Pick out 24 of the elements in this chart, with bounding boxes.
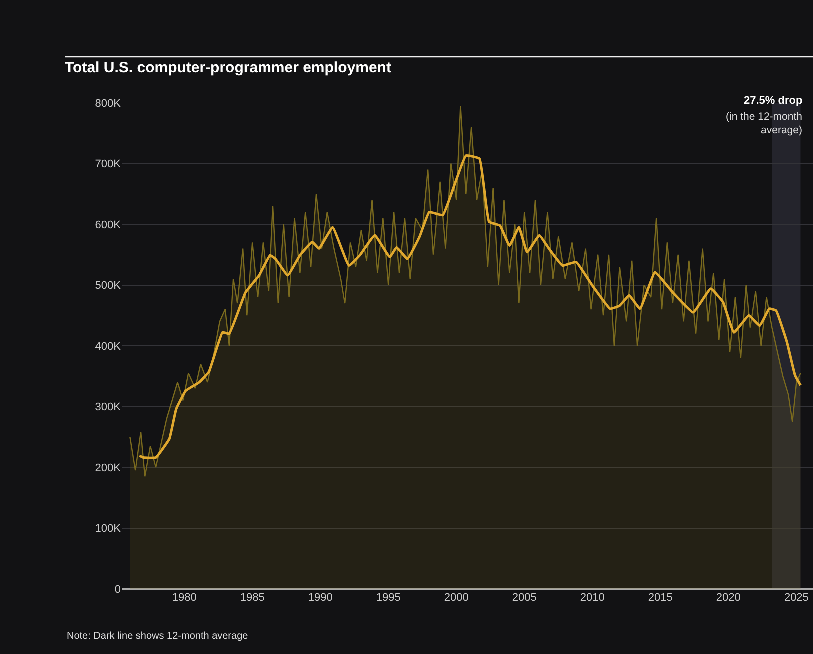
text: Note: Dark line shows 12-month average	[67, 631, 249, 642]
y-tick-label: 300K	[95, 402, 122, 414]
chart-title: Total U.S. computer-programmer employment	[65, 60, 392, 76]
x-tick-label: 1990	[308, 592, 333, 604]
annotation: 27.5% drop	[744, 95, 803, 107]
x-tick-label: 2000	[444, 592, 469, 604]
x-tick-label: 2020	[716, 592, 741, 604]
y-tick-label: 100K	[95, 523, 122, 536]
x-tick-label: 2010	[580, 592, 605, 604]
x-tick-label: 1980	[172, 592, 197, 604]
y-tick-label: 800K	[95, 98, 122, 110]
x-tick-label: 2025	[784, 592, 809, 604]
line-series	[138, 154, 802, 460]
x-tick-label: 1985	[240, 592, 265, 604]
y-tick-label: 0	[114, 584, 121, 596]
y-tick-label: 700K	[95, 158, 122, 171]
y-tick-label: 500K	[95, 280, 122, 292]
x-tick-label: 2005	[512, 592, 537, 604]
annotation: (in the 12-month average)	[726, 111, 803, 137]
y-tick-label: 200K	[95, 462, 122, 474]
x-tick-label: 1995	[376, 592, 401, 604]
y-tick-label: 400K	[95, 340, 122, 353]
y-tick-label: 600K	[95, 219, 122, 232]
x-tick-label: 2015	[648, 592, 673, 604]
